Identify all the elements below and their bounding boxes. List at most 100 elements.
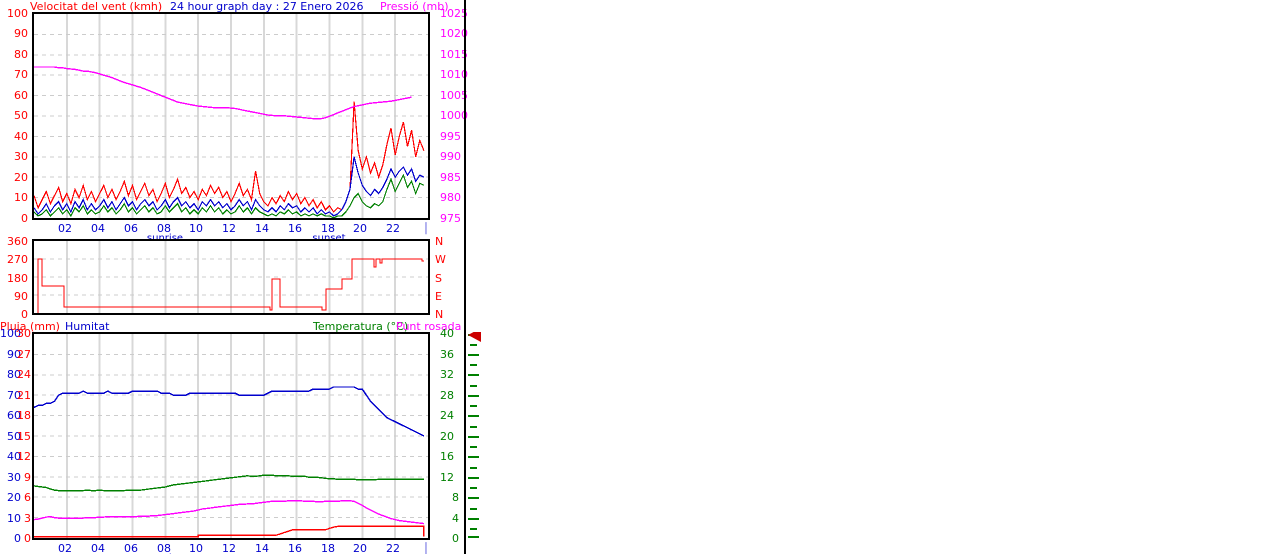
pressure-tick-1010: 1010 (440, 68, 468, 81)
temperature-tick-16: 16 (440, 450, 454, 463)
wind-xtick-16: 16 (288, 222, 302, 235)
temperature-tick-12: 12 (440, 471, 454, 484)
wind-xtick-10: 10 (189, 222, 203, 235)
humidity-legend-label: Humitat (65, 320, 110, 333)
direction-tick-0: 0 (21, 308, 28, 321)
wind-xtick-18: 18 (321, 222, 335, 235)
wind-tenmin-series (34, 173, 425, 218)
temperature-series (34, 474, 424, 492)
wind-tick-0: 0 (21, 212, 28, 225)
temperature-legend-label: Temperatura (°C) (313, 320, 409, 333)
humidity-tick-60: 60 (7, 409, 21, 422)
dewpoint-series (34, 500, 424, 525)
direction-compass-n-top: N (435, 235, 444, 248)
direction-tick-360: 360 (7, 235, 28, 248)
direction-tick-270: 270 (7, 253, 28, 266)
bottom-xtick-02: 02 (58, 542, 72, 554)
wind-xtick-24: ⏐ (422, 222, 430, 235)
rain-tick-30: 30 (17, 327, 31, 340)
temperature-tick-36: 36 (440, 348, 454, 361)
wind-tick-50: 50 (14, 109, 28, 122)
direction-compass-s: S (435, 272, 442, 285)
wind-pressure-panel: Velocitat del vent (kmh) 24 hour graph d… (0, 0, 468, 244)
bottom-xtick-10: 10 (189, 542, 203, 554)
humidity-tick-50: 50 (7, 430, 21, 443)
bottom-xtick-24: ⏐ (422, 542, 430, 554)
humidity-tick-70: 70 (7, 389, 21, 402)
wind-xtick-20: 20 (353, 222, 367, 235)
bottom-xtick-08: 08 (157, 542, 171, 554)
wind-xtick-08: 08 (157, 222, 171, 235)
rain-tick-18: 18 (17, 409, 31, 422)
direction-tick-180: 180 (7, 272, 28, 285)
temperature-tick-24: 24 (440, 409, 454, 422)
temperature-tick-28: 28 (440, 389, 454, 402)
humidity-series (34, 386, 425, 437)
pressure-tick-1025: 1025 (440, 7, 468, 20)
direction-compass-e: E (435, 290, 442, 303)
bottom-plot-frame (32, 332, 430, 540)
current-temperature-marker-icon (468, 328, 481, 342)
wind-sunset-label: sunset (307, 234, 351, 244)
bottom-xtick-18: 18 (321, 542, 335, 554)
wind-tick-60: 60 (14, 89, 28, 102)
dewpoint-legend-label: Punt rosada (396, 320, 462, 333)
pressure-series (34, 66, 412, 120)
pressure-legend-label: Pressió (mb) (380, 0, 449, 13)
bottom-xtick-12: 12 (222, 542, 236, 554)
pressure-tick-980: 980 (440, 191, 461, 204)
wind-plot-frame (32, 12, 430, 220)
temperature-tick-32: 32 (440, 368, 454, 381)
temperature-scale-strip (466, 328, 482, 540)
bottom-plot-svg (34, 334, 428, 538)
wind-xtick-06: 06 (124, 222, 138, 235)
temperature-tick-4: 4 (452, 512, 459, 525)
rain-tick-21: 21 (17, 389, 31, 402)
direction-grid (34, 241, 428, 313)
wind-grid (34, 14, 428, 218)
pressure-tick-995: 995 (440, 130, 461, 143)
humidity-tick-10: 10 (7, 512, 21, 525)
wind-tick-20: 20 (14, 171, 28, 184)
wind-tick-90: 90 (14, 27, 28, 40)
humidity-tick-0: 0 (14, 532, 21, 545)
bottom-xtick-14: 14 (255, 542, 269, 554)
rain-tick-6: 6 (24, 491, 31, 504)
direction-plot-frame (32, 239, 430, 315)
rain-tick-15: 15 (17, 430, 31, 443)
wind-tick-80: 80 (14, 48, 28, 61)
wind-tick-30: 30 (14, 150, 28, 163)
wind-direction-panel: 360 270 180 90 0 N W S E N (0, 235, 464, 321)
wind-tick-70: 70 (14, 68, 28, 81)
temperature-tick-8: 8 (452, 491, 459, 504)
page-title: 24 hour graph day : 27 Enero 2026 (170, 0, 364, 13)
temperature-scale-svg (468, 328, 481, 538)
bottom-xtick-22: 22 (386, 542, 400, 554)
wind-xtick-22: 22 (386, 222, 400, 235)
direction-plot-svg (34, 241, 428, 313)
pressure-tick-990: 990 (440, 150, 461, 163)
pressure-tick-985: 985 (440, 171, 461, 184)
wind-sunrise-label: sunrise (143, 234, 187, 244)
bottom-grid (34, 334, 428, 538)
wind-xtick-14: 14 (255, 222, 269, 235)
rain-tick-24: 24 (17, 368, 31, 381)
pressure-tick-1015: 1015 (440, 48, 468, 61)
humidity-tick-100: 100 (0, 327, 21, 340)
wind-xtick-12: 12 (222, 222, 236, 235)
pressure-tick-1020: 1020 (440, 27, 468, 40)
wind-tick-100: 100 (7, 7, 28, 20)
rain-tick-9: 9 (24, 471, 31, 484)
humidity-tick-40: 40 (7, 450, 21, 463)
pressure-tick-1005: 1005 (440, 89, 468, 102)
rain-tick-12: 12 (17, 450, 31, 463)
bottom-xtick-20: 20 (353, 542, 367, 554)
direction-compass-n-bot: N (435, 308, 444, 321)
humidity-tick-30: 30 (7, 471, 21, 484)
wind-gust-series (34, 101, 425, 213)
humidity-tick-80: 80 (7, 368, 21, 381)
wind-tick-40: 40 (14, 130, 28, 143)
humidity-tick-90: 90 (7, 348, 21, 361)
wind-tick-10: 10 (14, 191, 28, 204)
